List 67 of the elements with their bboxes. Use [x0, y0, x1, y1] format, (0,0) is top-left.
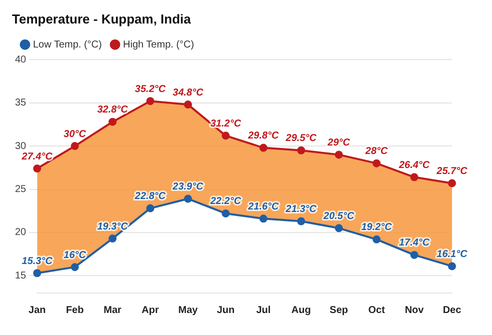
legend-label: High Temp. (°C) — [123, 39, 194, 50]
point — [372, 159, 381, 168]
x-tick-label: Jul — [256, 304, 271, 316]
point — [70, 142, 79, 150]
x-tick-label: Mar — [104, 304, 122, 316]
point — [448, 179, 456, 188]
y-tick-label: 20 — [15, 227, 27, 238]
point — [372, 235, 381, 244]
data-label: 34.8°C — [172, 87, 204, 98]
data-label: 16.1°C — [436, 248, 468, 260]
data-label: 17.4°C — [398, 238, 430, 249]
point — [334, 150, 343, 159]
x-tick-label: Sep — [330, 304, 348, 316]
point — [70, 263, 79, 272]
data-label: 28°C — [364, 146, 389, 158]
data-label: 23.9°C — [172, 182, 204, 193]
x-tick-label: Feb — [66, 304, 84, 316]
y-tick-label: 15 — [15, 270, 27, 282]
point — [410, 250, 418, 259]
x-tick-label: Aug — [291, 304, 311, 316]
data-label: 32.8°C — [97, 104, 129, 116]
y-tick-label: 40 — [15, 54, 27, 66]
point — [297, 146, 306, 154]
x-tick-label: May — [178, 304, 198, 316]
point — [184, 100, 192, 109]
data-label: 29.5°C — [284, 133, 318, 144]
y-tick-label: 35 — [15, 98, 27, 109]
x-tick-label: Dec — [442, 304, 462, 316]
point — [184, 194, 192, 203]
legend-label: Low Temp. (°C) — [33, 39, 102, 50]
data-label: 27.4°C — [20, 151, 54, 162]
point — [222, 132, 230, 140]
point — [259, 214, 268, 223]
data-label: 21.6°C — [247, 201, 280, 212]
point — [33, 164, 42, 173]
data-label: 29°C — [326, 137, 351, 148]
data-label: 22.2°C — [209, 196, 242, 208]
data-label: 20.5°C — [322, 210, 355, 222]
point — [33, 269, 42, 278]
y-tick-label: 30 — [15, 140, 27, 152]
x-tick-label: Jan — [28, 304, 46, 316]
data-label: 26.4°C — [398, 160, 430, 171]
point — [222, 209, 230, 218]
x-tick-label: Oct — [368, 304, 386, 316]
point — [108, 234, 117, 243]
data-label: 15.3°C — [22, 256, 54, 267]
data-label: 29.8°C — [247, 130, 280, 142]
x-tick-label: Nov — [404, 304, 424, 316]
point — [259, 144, 268, 152]
point — [448, 262, 456, 270]
point — [297, 217, 306, 226]
point — [146, 204, 154, 212]
point — [108, 118, 117, 126]
data-label: 25.7°C — [436, 166, 468, 177]
chart-title: Temperature - Kuppam, India — [12, 11, 192, 26]
data-label: 35.2°C — [134, 84, 166, 95]
point — [146, 97, 154, 106]
data-label: 30°C — [64, 128, 87, 140]
data-label: 16°C — [64, 250, 87, 261]
x-tick-label: Jun — [216, 304, 235, 316]
x-tick-label: Apr — [142, 304, 159, 316]
data-label: 19.2°C — [361, 222, 393, 234]
data-label: 22.8°C — [134, 191, 166, 202]
point — [410, 173, 418, 182]
y-tick-label: 25 — [15, 184, 27, 196]
point — [334, 224, 343, 232]
data-label: 21.3°C — [284, 204, 318, 215]
